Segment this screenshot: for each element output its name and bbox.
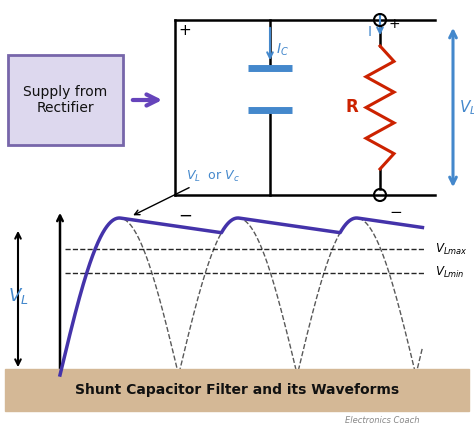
Text: $2\pi$: $2\pi$: [288, 389, 307, 403]
Text: $V_L$: $V_L$: [8, 287, 28, 306]
Text: $V_{Lmin}$: $V_{Lmin}$: [435, 266, 465, 281]
Text: −: −: [389, 205, 402, 220]
FancyBboxPatch shape: [8, 55, 123, 145]
Text: I: I: [368, 25, 372, 39]
Text: +: +: [178, 23, 191, 38]
Text: Shunt Capacitor Filter and its Waveforms: Shunt Capacitor Filter and its Waveforms: [75, 383, 399, 397]
Text: Supply from
Rectifier: Supply from Rectifier: [23, 85, 108, 115]
Text: $V_L$  or $V_c$: $V_L$ or $V_c$: [135, 169, 239, 214]
Text: +: +: [389, 17, 401, 31]
Text: Electronics Coach: Electronics Coach: [346, 416, 420, 425]
Text: R: R: [345, 99, 358, 117]
Text: $V_L$: $V_L$: [459, 98, 474, 117]
Bar: [5, 369, 469, 411]
Text: $\pi$: $\pi$: [173, 389, 184, 403]
Text: 0: 0: [55, 389, 64, 403]
Text: $3\pi$: $3\pi$: [406, 389, 426, 403]
Text: $V_{Lmax}$: $V_{Lmax}$: [435, 242, 468, 257]
Text: −: −: [178, 207, 192, 225]
Text: $I_C$: $I_C$: [276, 42, 289, 58]
